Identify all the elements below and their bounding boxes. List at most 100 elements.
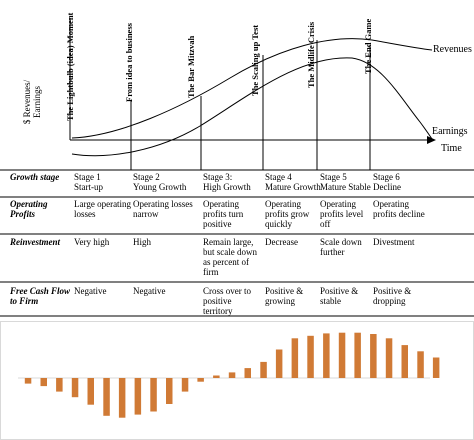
cell-r3-c3-line-1: growing [265, 296, 295, 306]
fcf-bar-9 [150, 378, 157, 412]
x-axis-label: Time [441, 143, 462, 154]
cell-r1-c4-line-2: off [320, 219, 330, 229]
row-header-3-line-1: to Firm [10, 296, 38, 306]
cell-r0-c5-line-1: Decline [373, 182, 401, 192]
cell-r3-c1-line-0: Negative [133, 286, 165, 296]
cell-r2-c4-line-1: further [320, 247, 345, 257]
cell-r2-c2-line-0: Remain large, [203, 237, 253, 247]
cell-r1-c0-line-1: losses [74, 209, 96, 219]
cell-r0-c1-line-1: Young Growth [133, 182, 187, 192]
cell-r1-c2-line-1: profits turn [203, 209, 244, 219]
cell-r2-c3-line-0: Decrease [265, 237, 298, 247]
cell-r3-c2-line-0: Cross over to [203, 286, 251, 296]
fcf-bar-1 [24, 378, 32, 384]
cell-r0-c1-line-0: Stage 2 [133, 172, 160, 182]
fcf-bar-17 [275, 349, 283, 378]
cell-r3-c4-line-0: Positive & [320, 286, 358, 296]
cell-r0-c4-line-1: Mature Stable [320, 182, 371, 192]
fcf-bar-14 [228, 372, 236, 378]
cell-r2-c0-line-0: Very high [74, 237, 110, 247]
cell-r3-c5-line-0: Positive & [373, 286, 411, 296]
fcf-bar-21 [338, 332, 346, 378]
cell-r3-c5-line-1: dropping [373, 296, 406, 306]
fcf-bar-19 [307, 335, 314, 378]
earnings-curve [71, 57, 433, 157]
cell-r0-c4-line-0: Stage 5 [320, 172, 347, 182]
cell-r1-c3-line-0: Operating [265, 199, 301, 209]
revenue-curve-label: Revenues [433, 44, 472, 55]
y-axis-label-line1: $ Revenues/ [22, 79, 32, 124]
cell-r1-c2-line-0: Operating [203, 199, 239, 209]
fcf-bar-27 [432, 357, 440, 378]
cell-r0-c2-line-1: High Growth [203, 182, 251, 192]
x-axis-arrowhead [427, 136, 436, 144]
fcf-bar-24 [385, 338, 393, 378]
phase-label-4: The Scaling up Test [250, 25, 260, 96]
phase-label-6: The End Game [363, 19, 373, 74]
fcf-bar-2 [40, 378, 47, 387]
fcf-bar-23 [370, 334, 377, 378]
phase-label-1: The Lightbulb (idea) Moment [65, 12, 75, 121]
y-axis-label-line2: Earnings [32, 86, 42, 118]
cell-r2-c1-line-0: High [133, 237, 152, 247]
cell-r2-c2-line-1: but scale down [203, 247, 257, 257]
earnings-curve-label: Earnings [432, 126, 468, 137]
cell-r1-c5-line-1: profits decline [373, 209, 425, 219]
cell-r2-c4-line-0: Scale down [320, 237, 362, 247]
cell-r1-c4-line-0: Operating [320, 199, 356, 209]
cell-r2-c2-line-3: firm [203, 267, 219, 277]
chart-frame [0, 321, 474, 440]
revenue-curve [71, 38, 433, 139]
cell-r2-c5-line-0: Divestment [373, 237, 415, 247]
cell-r3-c3-line-0: Positive & [265, 286, 303, 296]
chart-bars [24, 332, 440, 418]
cell-r1-c2-line-2: positive [203, 219, 232, 229]
phase-label-3: The Bar Mitzvah [186, 36, 196, 98]
fcf-bar-16 [260, 361, 267, 378]
cell-r1-c5-line-0: Operating [373, 199, 409, 209]
cell-r1-c1-line-1: narrow [133, 209, 159, 219]
fcf-bar-15 [244, 368, 251, 378]
cell-r0-c0-line-1: Start-up [74, 182, 103, 192]
fcf-bar-chart [0, 321, 474, 440]
cell-r1-c0-line-0: Large operating [74, 199, 132, 209]
lifecycle-diagram: $ Revenues/ Earnings Time Revenues Earni… [22, 12, 472, 170]
cell-r0-c2-line-0: Stage 3: [203, 172, 232, 182]
fcf-bar-26 [417, 351, 424, 378]
cell-r0-c0-line-0: Stage 1 [74, 172, 101, 182]
fcf-bar-3 [56, 378, 63, 392]
fcf-bar-7 [118, 378, 126, 418]
fcf-bar-4 [71, 378, 79, 398]
fcf-bar-5 [87, 378, 94, 405]
fcf-bar-6 [103, 378, 110, 416]
cell-r1-c4-line-1: profits level [320, 209, 364, 219]
cell-r1-c3-line-2: quickly [265, 219, 292, 229]
phase-label-2: From idea to business [124, 22, 134, 102]
cell-r3-c2-line-1: positive [203, 296, 232, 306]
cell-r3-c2-line-2: territory [203, 306, 233, 316]
fcf-bar-20 [323, 333, 330, 378]
fcf-bar-13 [213, 375, 220, 378]
cell-r0-c3-line-0: Stage 4 [265, 172, 292, 182]
row-header-1-line-0: Operating [10, 199, 48, 209]
cell-r3-c4-line-1: stable [320, 296, 341, 306]
fcf-bar-11 [181, 378, 189, 392]
fcf-bar-18 [291, 338, 299, 378]
cell-r2-c2-line-2: as percent of [203, 257, 249, 267]
cell-r0-c5-line-0: Stage 6 [373, 172, 400, 182]
fcf-bar-25 [401, 345, 408, 378]
fcf-bar-22 [354, 332, 361, 378]
cell-r0-c3-line-1: Mature Growth [265, 182, 321, 192]
row-header-0-line-0: Growth stage [10, 172, 59, 182]
row-header-1-line-1: Profits [10, 209, 35, 219]
fcf-bar-10 [166, 378, 173, 404]
cell-r3-c0-line-0: Negative [74, 286, 106, 296]
row-header-2-line-0: Reinvestment [9, 237, 60, 247]
fcf-bar-12 [197, 378, 204, 382]
cell-r1-c3-line-1: profits grow [265, 209, 310, 219]
phase-label-5: The Midlife Crisis [306, 21, 316, 88]
row-header-3-line-0: Free Cash Flow [9, 286, 71, 296]
